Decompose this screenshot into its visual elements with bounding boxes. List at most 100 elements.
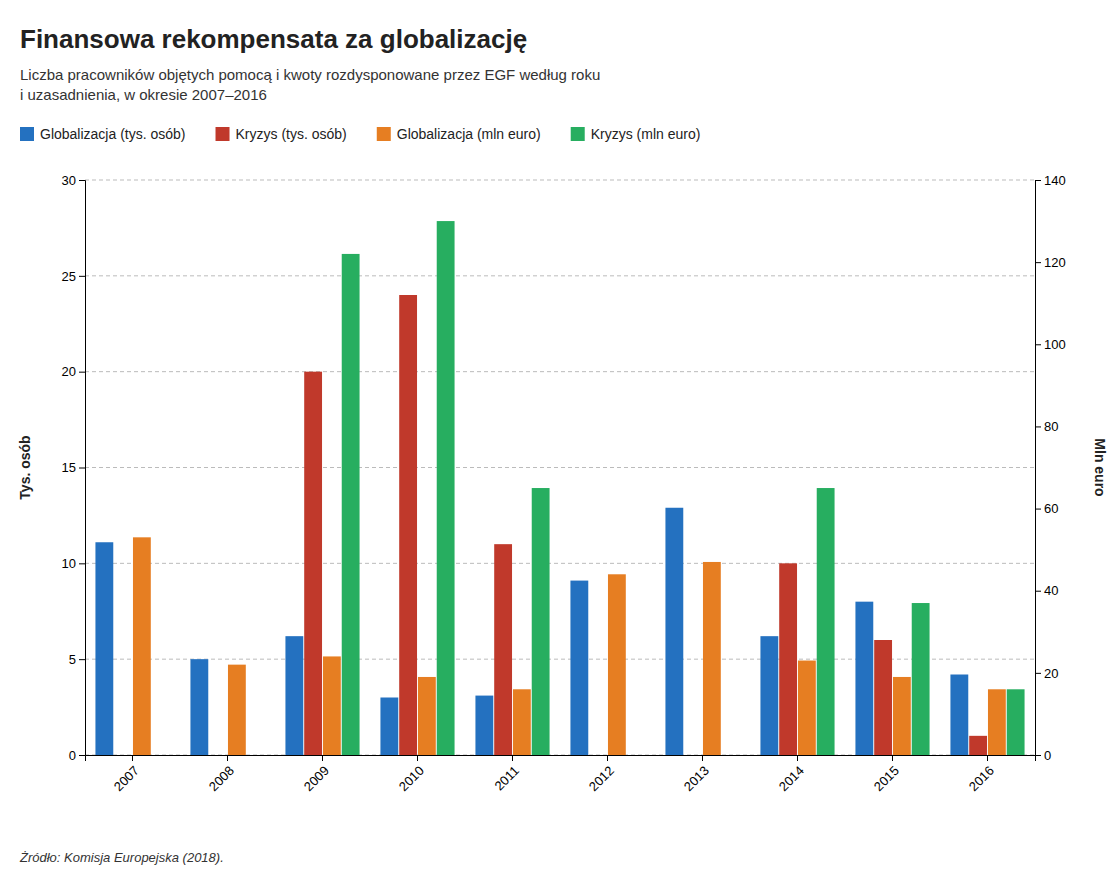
bar — [323, 656, 341, 755]
y-tick-mark — [79, 180, 85, 181]
bar — [475, 696, 493, 755]
bar — [988, 689, 1006, 755]
y2-tick-label: 100 — [1044, 337, 1066, 352]
bar — [817, 488, 835, 755]
x-axis-line — [86, 756, 1036, 762]
y2-tick-mark — [1035, 509, 1041, 510]
x-tick-mark — [797, 755, 798, 761]
bar — [1007, 689, 1025, 755]
bar — [665, 508, 683, 755]
grid-line — [85, 180, 1035, 181]
y-tick-mark — [79, 563, 85, 564]
y2-tick: 120 — [1035, 255, 1066, 270]
x-tick-label: 2010 — [396, 763, 427, 794]
bar — [513, 689, 531, 755]
bar — [285, 636, 303, 755]
y2-tick-label: 120 — [1044, 255, 1066, 270]
bar — [855, 602, 873, 755]
bar-series — [342, 221, 1025, 755]
x-tick-label: 2015 — [871, 763, 902, 794]
legend-item: Kryzys (tys. osób) — [216, 126, 347, 142]
grid-line — [85, 275, 1035, 276]
x-tick: 2007 — [111, 755, 142, 794]
y2-tick: 0 — [1035, 748, 1051, 763]
bar — [950, 675, 968, 756]
x-tick-label: 2011 — [492, 763, 522, 793]
bar — [209, 755, 227, 756]
grid-line — [85, 563, 1035, 564]
y2-tick-mark — [1035, 673, 1041, 674]
y-tick-label: 30 — [62, 173, 76, 188]
x-axis: 2007200820092010201120122013201420152016 — [86, 755, 1036, 794]
bar — [380, 698, 398, 756]
plot: 0510152025300204060801001201402007200820… — [17, 173, 1108, 794]
y-tick-label: 5 — [69, 652, 76, 667]
bar — [798, 661, 816, 755]
y-tick: 25 — [62, 268, 85, 283]
x-tick-mark — [322, 755, 323, 761]
legend-label: Globalizacja (mln euro) — [397, 126, 541, 142]
source: Żródło: Komisja Europejska (2018). — [19, 850, 224, 865]
y2-tick: 20 — [1035, 666, 1058, 681]
y2-tick: 80 — [1035, 419, 1058, 434]
bar — [608, 574, 626, 755]
bar — [247, 755, 265, 756]
title: Finansowa rekompensata za globalizację — [20, 24, 527, 54]
y2-tick: 60 — [1035, 501, 1058, 516]
bar — [627, 755, 645, 756]
x-tick-label: 2013 — [681, 763, 712, 794]
y2-tick-mark — [1035, 344, 1041, 345]
legend-swatch — [571, 127, 585, 141]
bar — [722, 755, 740, 756]
subtitle: i uzasadnienia, w okresie 2007–2016 — [20, 86, 267, 103]
y-tick: 5 — [69, 652, 85, 667]
bar — [399, 295, 417, 755]
y-tick-mark — [79, 755, 85, 756]
bar — [190, 659, 208, 755]
y-tick-mark — [79, 372, 85, 373]
grid — [85, 180, 1035, 755]
x-tick-label: 2009 — [301, 763, 332, 794]
y2-tick-label: 20 — [1044, 666, 1058, 681]
x-tick: 2008 — [206, 755, 237, 794]
bar — [760, 636, 778, 755]
x-tick-mark — [892, 755, 893, 761]
y-axis-title: Tys. osób — [17, 435, 33, 499]
x-tick: 2014 — [776, 755, 807, 794]
bar — [893, 677, 911, 755]
y-tick-label: 10 — [62, 556, 76, 571]
legend-item: Globalizacja (tys. osób) — [20, 126, 186, 142]
x-tick: 2013 — [681, 755, 712, 794]
x-tick-mark — [607, 755, 608, 761]
x-tick-label: 2007 — [111, 763, 142, 794]
x-tick-label: 2016 — [966, 763, 997, 794]
x-tick-label: 2014 — [776, 763, 807, 794]
x-tick: 2009 — [301, 755, 332, 794]
y2-tick-mark — [1035, 591, 1041, 592]
y-tick-label: 0 — [69, 748, 76, 763]
x-tick-mark — [417, 755, 418, 761]
x-tick: 2010 — [396, 755, 427, 794]
legend-swatch — [377, 127, 391, 141]
x-tick-label: 2008 — [206, 763, 237, 794]
x-tick-mark — [512, 755, 513, 761]
bar — [969, 736, 987, 755]
y2-tick-mark — [1035, 262, 1041, 263]
x-tick: 2015 — [871, 755, 902, 794]
bar — [342, 254, 360, 755]
subtitle: Liczba pracowników objętych pomocą i kwo… — [20, 66, 600, 83]
x-tick-mark — [702, 755, 703, 761]
bars — [95, 221, 1024, 755]
x-tick: 2016 — [966, 755, 997, 794]
legend-label: Kryzys (tys. osób) — [236, 126, 347, 142]
legend-label: Globalizacja (tys. osób) — [40, 126, 186, 142]
grid-line — [85, 371, 1035, 372]
y-tick: 10 — [62, 556, 85, 571]
x-tick: 2011 — [492, 755, 522, 793]
y-tick: 15 — [62, 460, 85, 475]
bar — [589, 755, 607, 756]
y2-tick-mark — [1035, 426, 1041, 427]
y-tick: 30 — [62, 173, 85, 188]
y2-tick-label: 40 — [1044, 583, 1058, 598]
y2-axis-line — [1036, 181, 1042, 756]
